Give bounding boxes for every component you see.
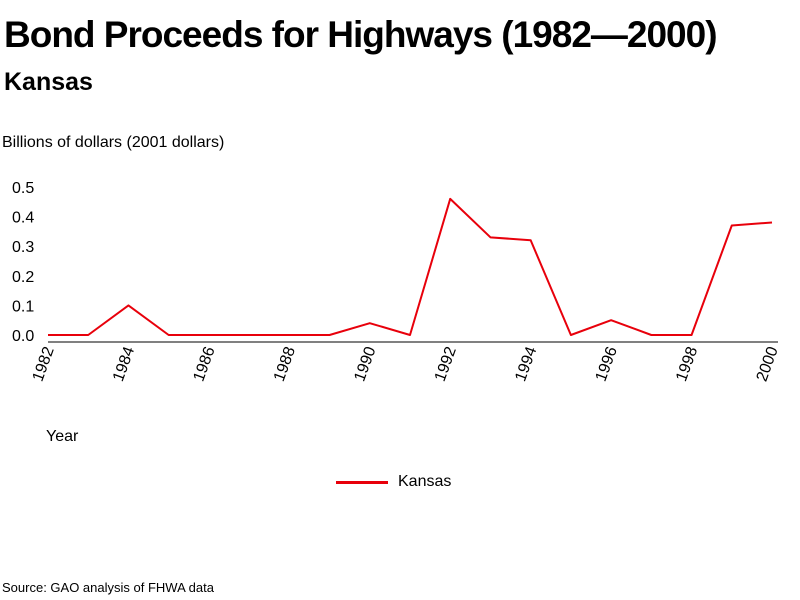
y-axis-ticks: 0.0 0.1 0.2 0.3 0.4 0.5 bbox=[12, 180, 34, 345]
x-axis-ticks: 1982 1984 1986 1988 1990 1992 1994 1996 1998 2000 bbox=[30, 344, 782, 383]
x-tick-label: 1988 bbox=[271, 344, 299, 383]
y-tick-label: 0.4 bbox=[12, 210, 34, 227]
x-axis-label: Year bbox=[46, 428, 79, 445]
x-tick-label: 1982 bbox=[30, 344, 58, 383]
y-tick-label: 0.0 bbox=[12, 328, 34, 345]
y-tick-label: 0.1 bbox=[12, 298, 34, 315]
y-tick-label: 0.2 bbox=[12, 269, 34, 286]
y-tick-label: 0.5 bbox=[12, 180, 34, 197]
chart-title: Bond Proceeds for Highways (1982—2000) bbox=[4, 14, 718, 55]
series-line-kansas bbox=[48, 197, 773, 336]
x-tick-label: 1996 bbox=[593, 344, 621, 383]
y-axis-label: Billions of dollars (2001 dollars) bbox=[2, 134, 225, 151]
x-tick-label: 1998 bbox=[673, 344, 701, 383]
x-tick-label: 1984 bbox=[110, 344, 138, 383]
x-tick-label: 1994 bbox=[512, 344, 540, 383]
legend-swatch-kansas bbox=[336, 480, 388, 484]
x-tick-label: 1990 bbox=[351, 344, 379, 383]
source-note: Source: GAO analysis of FHWA data bbox=[2, 580, 214, 595]
x-tick-label: 2000 bbox=[754, 344, 782, 383]
series-group bbox=[48, 197, 773, 336]
x-tick-label: 1992 bbox=[432, 344, 460, 383]
legend-label-kansas: Kansas bbox=[398, 473, 452, 490]
legend: Kansas bbox=[336, 472, 451, 492]
x-tick-label: 1986 bbox=[190, 344, 218, 383]
y-tick-label: 0.3 bbox=[12, 239, 34, 256]
chart-subtitle: Kansas bbox=[4, 68, 93, 96]
